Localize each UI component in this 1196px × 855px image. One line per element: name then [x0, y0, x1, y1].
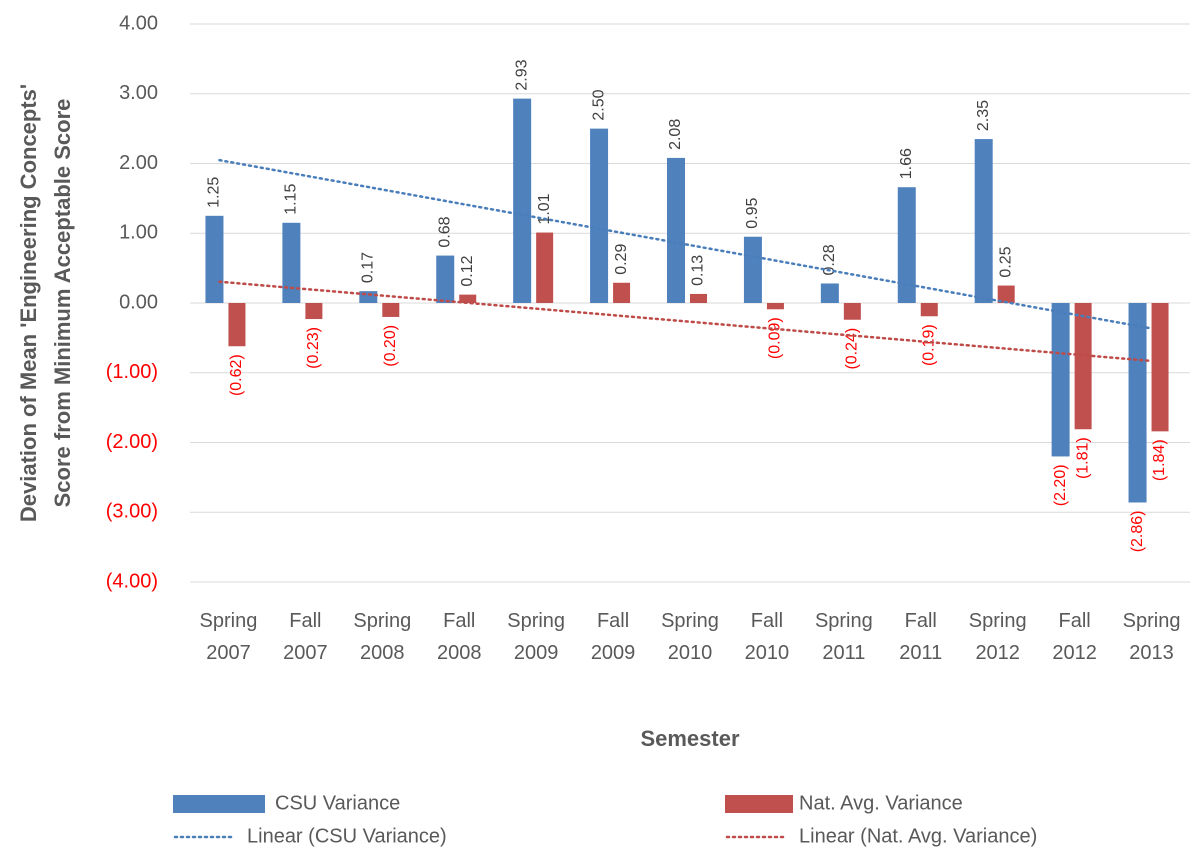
bar: [920, 303, 938, 317]
value-label: (0.24): [844, 328, 861, 370]
bar: [228, 303, 246, 347]
bar: [305, 303, 323, 320]
bar: [743, 236, 762, 303]
legend-label: Linear (Nat. Avg. Variance): [799, 825, 1037, 847]
y-tick-label: 4.00: [119, 12, 158, 34]
value-label: 2.35: [975, 100, 992, 131]
x-tick-label: Spring 2009: [507, 610, 565, 664]
value-label: 1.66: [898, 148, 915, 179]
x-tick-label: Spring 2008: [353, 610, 411, 664]
x-tick-label: Fall 2010: [745, 610, 790, 664]
x-tick-label: Spring 2010: [661, 610, 719, 664]
y-axis-title-line: Deviation of Mean 'Engineering Concepts': [16, 84, 41, 522]
value-label: 0.12: [459, 255, 476, 286]
y-tick-label: (2.00): [106, 431, 158, 453]
bar: [667, 157, 685, 303]
value-label: (1.81): [1074, 437, 1091, 479]
value-label: (0.20): [382, 325, 399, 367]
x-tick-label: Spring 2007: [200, 610, 258, 664]
value-label: 0.95: [744, 197, 761, 228]
y-tick-label: (4.00): [106, 570, 158, 592]
x-tick-label: Fall 2008: [437, 610, 482, 664]
value-label: (0.23): [305, 327, 322, 369]
bar: [820, 283, 839, 303]
value-label: 0.29: [613, 244, 630, 275]
bar: [590, 128, 609, 303]
legend-label: CSU Variance: [275, 792, 400, 814]
legend-label: Nat. Avg. Variance: [799, 792, 963, 814]
y-axis-title-line: Score from Minimum Acceptable Score: [50, 99, 75, 508]
bar: [997, 285, 1015, 303]
bar: [766, 303, 784, 310]
value-label: 2.93: [513, 59, 530, 90]
value-label: 0.68: [436, 216, 453, 247]
bar: [843, 303, 861, 320]
x-axis-title: Semester: [640, 726, 740, 751]
value-label: 2.50: [590, 89, 607, 120]
bar: [282, 222, 301, 303]
value-label: 1.15: [283, 184, 300, 215]
value-label: 1.01: [536, 193, 553, 224]
value-label: 0.13: [690, 255, 707, 286]
value-label: (0.19): [920, 324, 937, 366]
value-label: 2.08: [667, 119, 684, 150]
value-label: 0.28: [821, 244, 838, 275]
bar: [613, 282, 631, 303]
value-label: 1.25: [206, 177, 223, 208]
legend-label: Linear (CSU Variance): [247, 825, 447, 847]
bar: [436, 255, 455, 303]
y-tick-label: (3.00): [106, 501, 158, 523]
value-label: (2.86): [1129, 510, 1146, 552]
x-tick-label: Fall 2007: [283, 610, 328, 664]
value-label: 0.17: [360, 252, 377, 283]
bar: [1128, 303, 1147, 503]
legend-swatch: [725, 795, 793, 813]
x-tick-label: Spring 2013: [1123, 610, 1181, 664]
bar: [536, 232, 554, 303]
bar: [897, 187, 916, 303]
value-label: (0.62): [228, 354, 245, 396]
y-tick-label: 3.00: [119, 82, 158, 104]
bar: [382, 303, 400, 317]
bar: [513, 98, 532, 303]
bar: [1151, 303, 1169, 432]
x-tick-label: Spring 2012: [969, 610, 1027, 664]
y-tick-label: 1.00: [119, 222, 158, 244]
bar: [974, 139, 993, 303]
x-tick-label: Fall 2009: [591, 610, 636, 664]
value-label: 0.25: [997, 246, 1014, 277]
y-tick-label: 2.00: [119, 152, 158, 174]
bar: [459, 294, 477, 303]
bar: [1051, 303, 1070, 457]
x-tick-label: Fall 2011: [899, 610, 942, 664]
bar: [205, 215, 224, 303]
y-tick-label: 0.00: [119, 291, 158, 313]
value-label: (2.20): [1052, 464, 1069, 506]
x-tick-label: Spring 2011: [815, 610, 873, 664]
y-tick-label: (1.00): [106, 361, 158, 383]
trendline: [218, 280, 1153, 363]
bar: [690, 293, 707, 303]
x-tick-label: Fall 2012: [1052, 610, 1097, 664]
bar: [359, 291, 378, 303]
value-label: (0.09): [767, 317, 784, 359]
value-label: (1.84): [1151, 439, 1168, 481]
bar: [1074, 303, 1092, 430]
legend-swatch: [173, 795, 265, 813]
y-axis-title: Deviation of Mean 'Engineering Concepts'…: [16, 84, 75, 522]
trendline: [218, 158, 1153, 330]
